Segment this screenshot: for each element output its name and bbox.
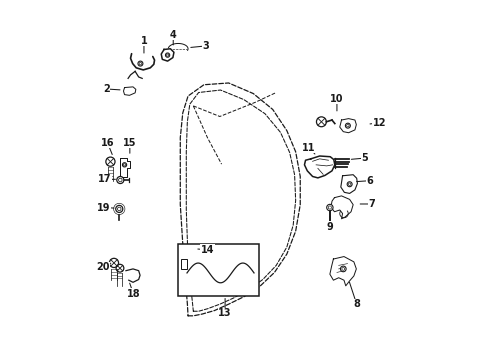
Circle shape: [138, 61, 142, 66]
Text: 19: 19: [97, 203, 110, 212]
Circle shape: [345, 123, 349, 128]
Polygon shape: [161, 49, 174, 61]
Polygon shape: [304, 156, 334, 178]
Circle shape: [340, 266, 346, 272]
Circle shape: [116, 206, 122, 212]
Text: 10: 10: [329, 94, 343, 104]
Circle shape: [346, 182, 351, 187]
Text: 13: 13: [218, 309, 231, 318]
Circle shape: [326, 204, 332, 211]
Circle shape: [165, 53, 169, 57]
Circle shape: [122, 163, 126, 167]
Text: 17: 17: [98, 174, 112, 184]
Bar: [178, 244, 259, 296]
Polygon shape: [123, 87, 136, 95]
Bar: [181, 259, 187, 269]
Polygon shape: [340, 175, 357, 193]
Text: 16: 16: [101, 138, 114, 148]
Text: 15: 15: [123, 138, 136, 148]
Text: 3: 3: [202, 41, 209, 51]
Text: 11: 11: [302, 143, 315, 153]
Text: 7: 7: [368, 199, 375, 209]
Text: 8: 8: [352, 299, 359, 309]
Polygon shape: [330, 196, 352, 219]
Circle shape: [117, 176, 123, 184]
Text: 14: 14: [200, 245, 214, 255]
Text: 1: 1: [140, 36, 147, 46]
Text: 12: 12: [372, 118, 385, 128]
Polygon shape: [329, 257, 356, 286]
Text: 2: 2: [102, 84, 109, 94]
Text: 6: 6: [366, 176, 372, 186]
Text: 9: 9: [326, 221, 332, 231]
Text: 5: 5: [360, 153, 367, 163]
Text: 18: 18: [126, 289, 140, 298]
Polygon shape: [120, 158, 130, 177]
Polygon shape: [339, 118, 356, 133]
Text: 4: 4: [169, 30, 176, 40]
Text: 20: 20: [96, 262, 109, 273]
